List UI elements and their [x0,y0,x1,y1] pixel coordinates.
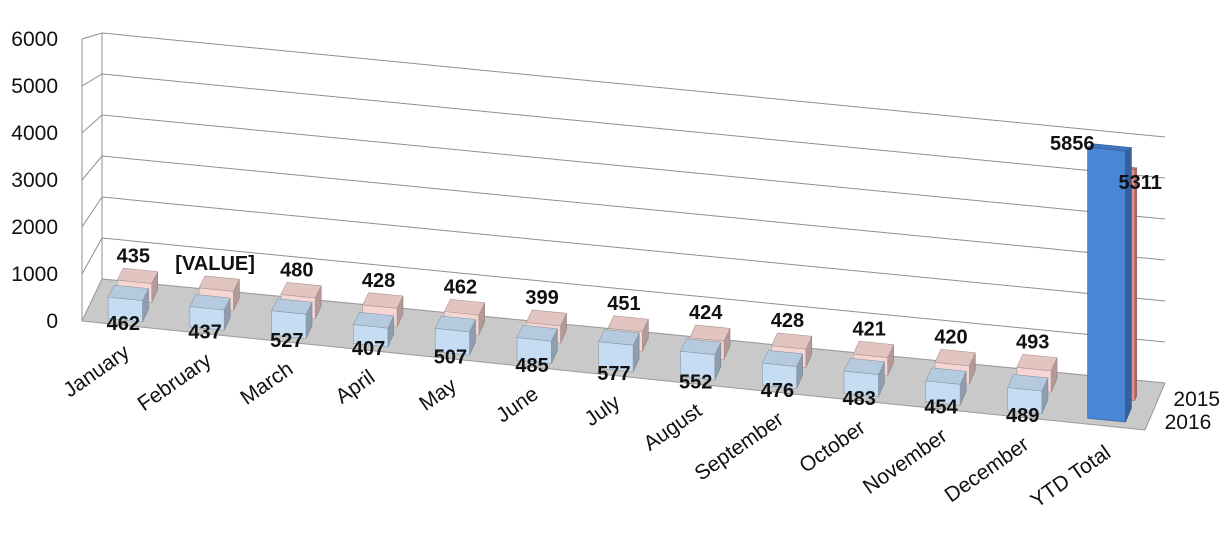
label-2016-ytd-total: 5856 [1050,133,1095,155]
x-tick-june: June [492,382,543,427]
bar-top-2016-september [761,350,804,367]
bar-top-2015-march [280,282,322,299]
label-2016-september: 476 [761,380,794,402]
bar-top-2015-june [525,309,567,327]
y-tick-6000: 6000 [11,28,58,51]
y-tick-4000: 4000 [11,122,58,145]
label-2016-august: 552 [679,372,712,394]
label-2016-january: 462 [107,313,140,335]
label-2016-may: 507 [434,347,467,369]
x-tick-july: July [581,390,625,431]
label-2015-august: 424 [689,302,723,324]
bar-top-2015-may [443,298,486,316]
label-2016-october: 483 [843,388,876,410]
bar-top-2016-march [271,298,313,315]
bar-top-2015-october [852,340,895,358]
label-2015-february: [VALUE] [175,253,255,275]
label-2015-november: 420 [934,327,967,349]
x-tick-april: April [331,366,379,409]
label-2016-july: 577 [597,363,630,385]
bar-top-2015-april [362,292,404,309]
x-tick-september: September [691,408,788,486]
label-2015-june: 399 [525,287,558,309]
label-2015-september: 428 [771,310,804,332]
label-2016-march: 527 [270,330,303,352]
bar-top-2016-april [352,311,395,329]
label-2016-november: 454 [924,397,958,419]
x-tick-october: October [795,416,869,478]
label-2015-july: 451 [607,293,640,315]
bar-top-2016-november [925,367,967,385]
label-2015-ytd-total: 5311 [1119,172,1162,194]
label-2015-october: 421 [853,319,886,341]
y-tick-2000: 2000 [11,216,58,239]
bar-top-2015-december [1016,353,1058,372]
bar-top-2016-august [680,338,722,356]
bar-top-2016-july [598,329,640,346]
series-label-2016: 2016 [1165,411,1212,434]
bar-top-2015-january [116,267,159,284]
label-2015-march: 480 [280,260,313,282]
label-2016-february: 437 [188,322,221,344]
bar-top-2016-ytd-total [1086,143,1133,152]
bar-top-2015-november [934,348,976,367]
bar-top-2016-june [516,324,558,342]
x-tick-december: December [941,433,1034,507]
bar-top-2015-august [689,324,731,342]
x-tick-may: May [415,374,461,416]
label-2015-april: 428 [362,270,395,292]
x-tick-ytd-total: YTD Total [1027,441,1115,513]
bar-top-2016-february [189,294,231,311]
label-2016-april: 407 [352,338,385,360]
x-tick-november: November [859,424,952,498]
series-label-2015: 2015 [1173,388,1220,411]
x-tick-january: January [59,340,134,402]
x-tick-august: August [639,399,706,455]
x-tick-march: March [236,357,297,409]
bar-top-2016-december [1007,374,1049,392]
label-2015-may: 462 [444,276,477,298]
bar-top-2015-february [198,275,240,292]
bar-top-2016-january [107,284,149,301]
y-tick-1000: 1000 [11,263,58,286]
x-tick-february: February [134,349,216,416]
y-tick-3000: 3000 [11,169,58,192]
label-2015-january: 435 [117,245,150,267]
y-tick-5000: 5000 [11,75,58,98]
label-2016-june: 485 [515,355,548,377]
label-2016-december: 489 [1006,405,1039,427]
bar-top-2016-may [434,315,476,333]
bar-top-2016-october [843,357,885,375]
y-tick-0: 0 [46,310,58,333]
label-2015-december: 493 [1016,332,1049,354]
bar-top-2015-september [771,332,813,350]
bar-top-2015-july [607,315,649,333]
